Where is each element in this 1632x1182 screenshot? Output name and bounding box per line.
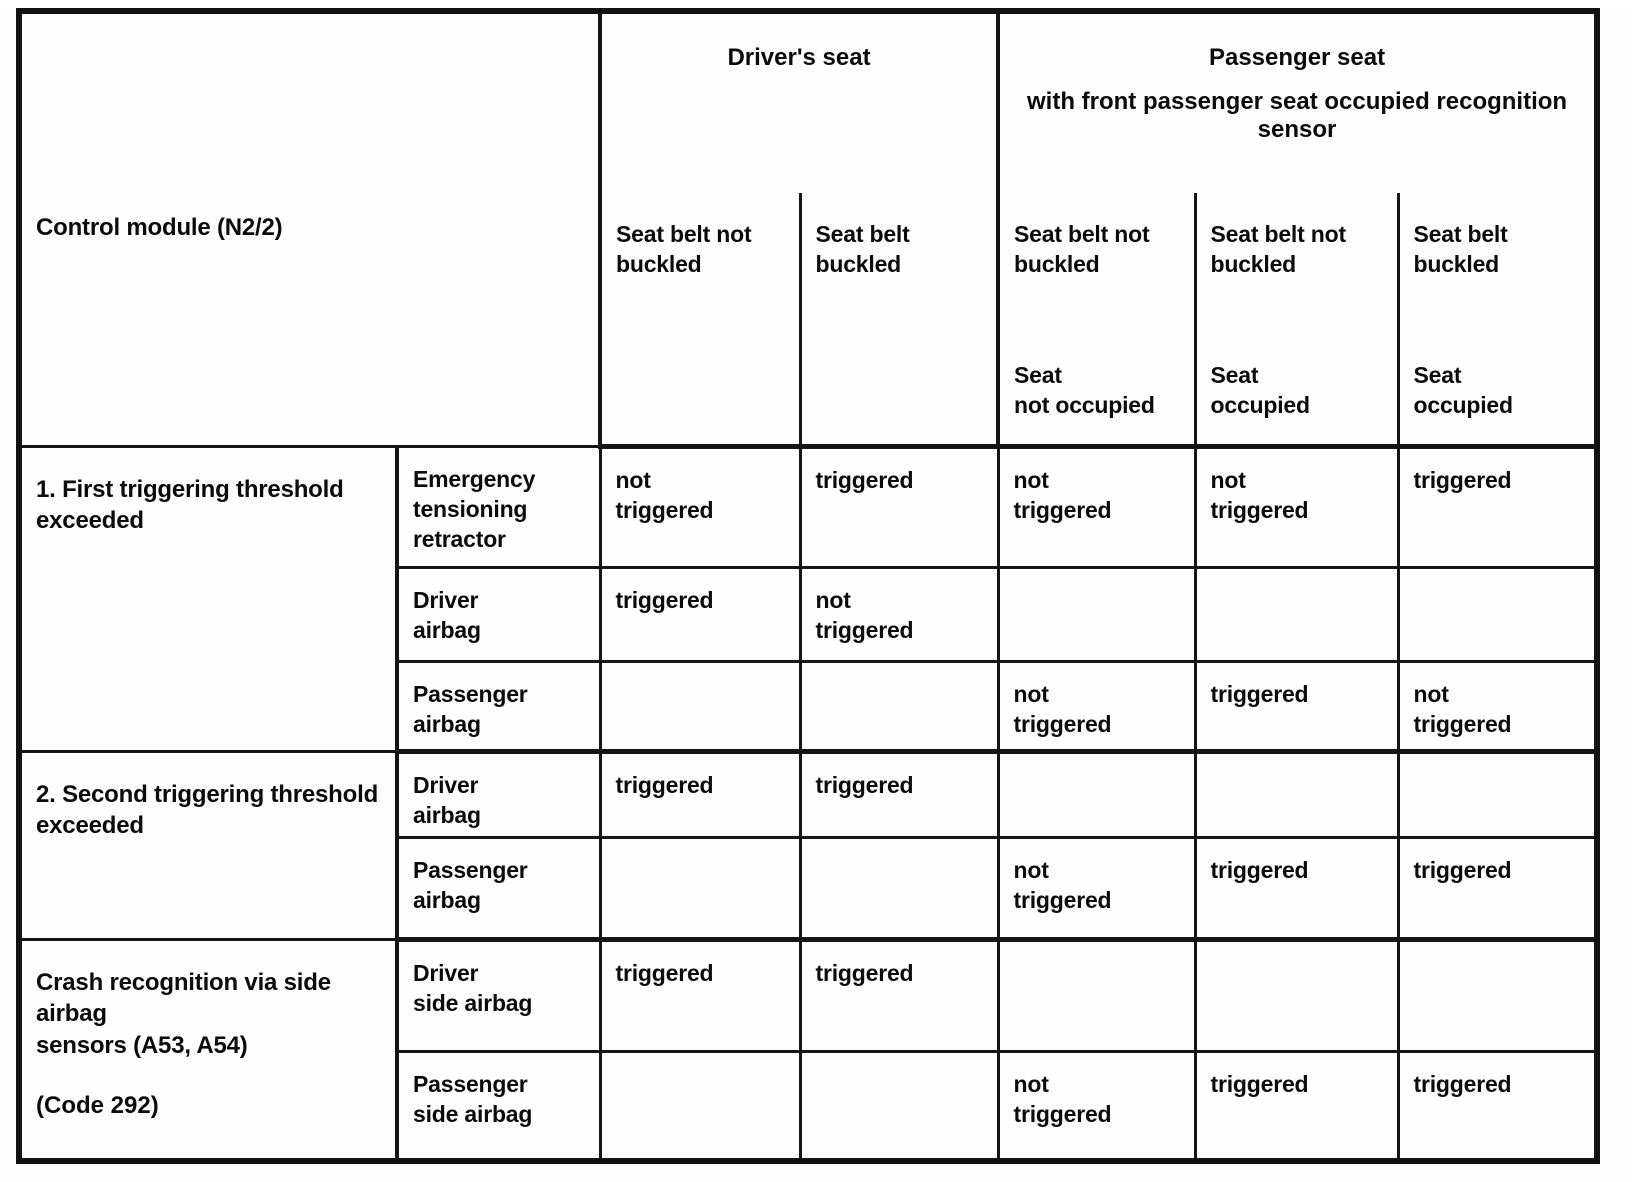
value-cell [1193, 565, 1400, 663]
value-cell: triggered [598, 749, 802, 839]
scanned-manual-page: Control module (N2/2) Driver's seat Pass… [0, 8, 1632, 1182]
section-label2-text: (Code 292) [36, 1091, 159, 1119]
value-cell [598, 1049, 802, 1163]
value-cell [598, 659, 802, 754]
occupancy-label: Seat occupied [1210, 361, 1311, 419]
col-header-pass-belt-not-buckled-occupied: Seat belt not buckled Seat occupied [1193, 193, 1400, 449]
value-cell: not triggered [1193, 444, 1400, 569]
group-subtitle-passenger: with front passenger seat occupied recog… [1026, 88, 1568, 143]
value-cell [1193, 937, 1400, 1053]
value-cell: triggered [1396, 835, 1599, 942]
value-cell: triggered [798, 749, 1000, 839]
table-row: 1. First triggering threshold exceeded E… [17, 444, 1599, 753]
section-label-text: 1. First triggering threshold exceeded [36, 475, 344, 535]
value-cell [798, 1049, 1000, 1163]
occupancy-label: Seat not occupied [1014, 361, 1155, 419]
belt-status-label: Seat belt not buckled [1014, 221, 1150, 278]
value-cell: not triggered [996, 835, 1197, 942]
belt-status-label: Seat belt buckled [815, 221, 910, 278]
value-cell: triggered [1396, 444, 1599, 569]
component-cell: Passenger airbag [395, 659, 602, 754]
component-cell: Driver side airbag [395, 937, 602, 1053]
table-row: Passenger airbag not triggered triggered… [19, 659, 1599, 754]
value-cell: not triggered [1396, 659, 1599, 754]
value-cell: triggered [1193, 1049, 1400, 1163]
value-cell [1193, 749, 1400, 839]
airbag-trigger-matrix-table: Control module (N2/2) Driver's seat Pass… [16, 8, 1601, 1164]
value-cell [996, 937, 1197, 1053]
section-label-first-threshold: 1. First triggering threshold exceeded [17, 444, 399, 753]
value-cell [1396, 565, 1599, 663]
belt-status-label: Seat belt not buckled [616, 221, 752, 278]
value-cell [598, 835, 802, 942]
group-header-driver-seat: Driver's seat [598, 9, 1000, 193]
table-row: Driver airbag triggered not triggered [19, 565, 1599, 663]
table-row: 2. Second triggering threshold exceeded … [17, 749, 1599, 941]
value-cell [996, 749, 1197, 839]
value-cell: triggered [798, 444, 1000, 569]
group-title-passenger: Passenger seat [1208, 44, 1386, 71]
value-cell: triggered [598, 937, 802, 1053]
group-title-driver: Driver's seat [727, 44, 871, 71]
corner-label: Control module (N2/2) [36, 214, 283, 241]
value-cell: triggered [1193, 659, 1400, 754]
col-header-driver-belt-not-buckled: Seat belt not buckled [598, 193, 802, 449]
group-header-passenger-seat: Passenger seat with front passenger seat… [996, 9, 1599, 193]
value-cell [1396, 937, 1599, 1053]
table-row: Passenger airbag not triggered triggered… [19, 835, 1599, 942]
col-header-pass-belt-not-buckled-not-occupied: Seat belt not buckled Seat not occupied [996, 193, 1197, 449]
section-label-text: Crash recognition via side airbag sensor… [36, 968, 331, 1059]
value-cell [798, 659, 1000, 754]
value-cell: triggered [1193, 835, 1400, 942]
component-cell: Passenger airbag [395, 835, 602, 942]
value-cell: not triggered [598, 444, 802, 569]
belt-status-label: Seat belt buckled [1413, 221, 1508, 278]
table-row: Crash recognition via side airbag sensor… [17, 937, 1599, 1163]
value-cell: not triggered [996, 659, 1197, 754]
value-cell: triggered [798, 937, 1000, 1053]
component-cell: Driver airbag [395, 749, 602, 839]
section-label-second-threshold: 2. Second triggering threshold exceeded [17, 749, 399, 941]
col-header-driver-belt-buckled: Seat belt buckled [798, 193, 1000, 449]
value-cell: not triggered [996, 444, 1197, 569]
value-cell [1396, 749, 1599, 839]
occupancy-label: Seat occupied [1413, 361, 1514, 419]
header-sub-row: Seat belt not buckled Seat belt buckled … [19, 193, 1599, 449]
component-cell: Passenger side airbag [395, 1049, 602, 1163]
corner-cell: Control module (N2/2) [17, 9, 602, 448]
value-cell: not triggered [996, 1049, 1197, 1163]
value-cell [798, 835, 1000, 942]
section-label-text: 2. Second triggering threshold exceeded [36, 780, 379, 840]
value-cell: not triggered [798, 565, 1000, 663]
value-cell: triggered [1396, 1049, 1599, 1163]
col-header-pass-belt-buckled-occupied: Seat belt buckled Seat occupied [1396, 193, 1599, 449]
belt-status-label: Seat belt not buckled [1210, 221, 1347, 278]
component-cell: Emergency tensioning retractor [395, 444, 602, 569]
table-row: Passenger side airbag not triggered trig… [19, 1049, 1599, 1163]
value-cell [996, 565, 1197, 663]
component-cell: Driver airbag [395, 565, 602, 663]
section-label-crash-recognition: Crash recognition via side airbag sensor… [17, 937, 399, 1163]
value-cell: triggered [598, 565, 802, 663]
header-group-row: Control module (N2/2) Driver's seat Pass… [17, 9, 1599, 448]
